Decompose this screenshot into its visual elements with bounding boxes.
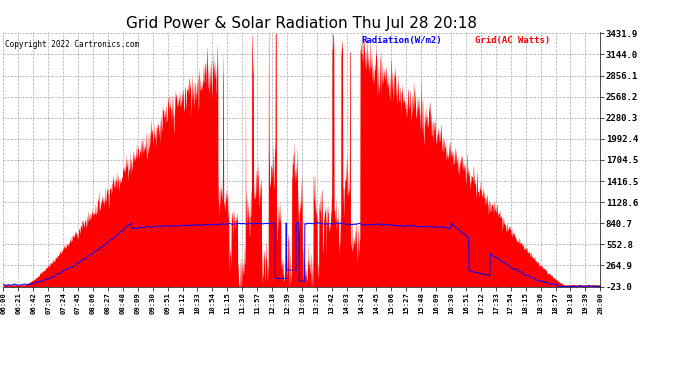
Text: Grid(AC Watts): Grid(AC Watts) — [475, 36, 550, 45]
Text: Radiation(W/m2): Radiation(W/m2) — [362, 36, 442, 45]
Text: Copyright 2022 Cartronics.com: Copyright 2022 Cartronics.com — [5, 39, 139, 48]
Title: Grid Power & Solar Radiation Thu Jul 28 20:18: Grid Power & Solar Radiation Thu Jul 28 … — [126, 16, 477, 31]
